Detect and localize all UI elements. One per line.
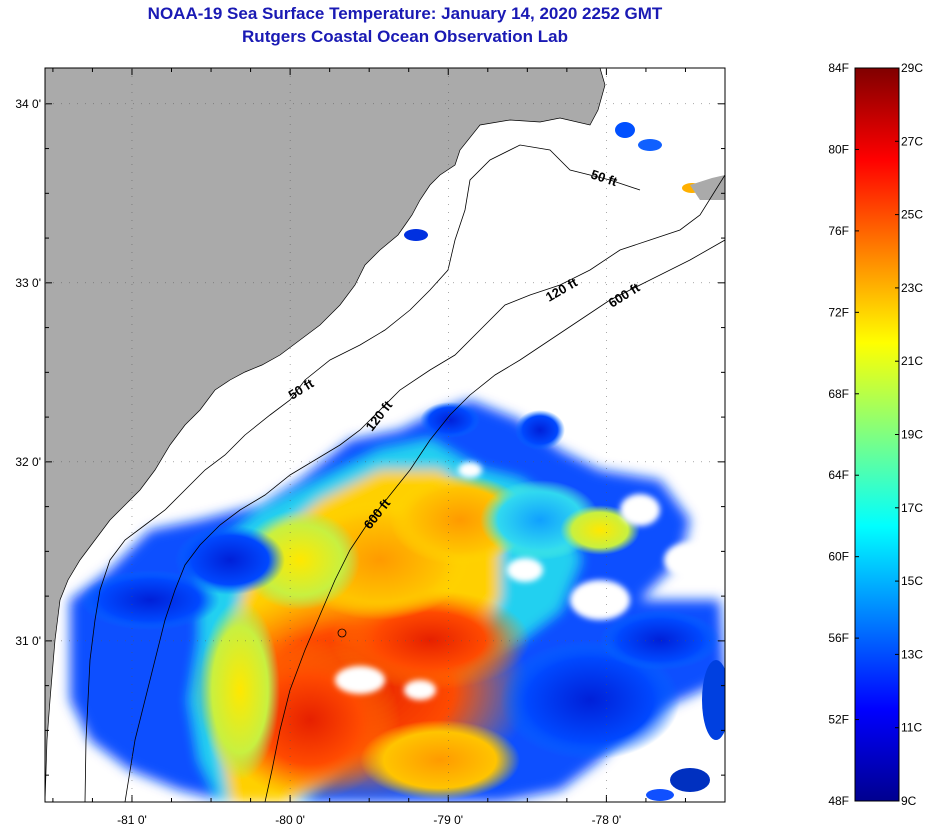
x-tick-label: -78 0' (592, 813, 622, 827)
y-tick-label: 33 0' (15, 276, 41, 290)
x-tick-label: -79 0' (433, 813, 463, 827)
colorbar-f-label: 48F (828, 794, 849, 808)
colorbar-f-label: 68F (828, 387, 849, 401)
map-frame (44, 67, 726, 803)
chart-subtitle: Rutgers Coastal Ocean Observation Lab (242, 27, 568, 46)
colorbar-f-label: 76F (828, 224, 849, 238)
colorbar-f-label: 60F (828, 550, 849, 564)
contour-600ft (264, 239, 725, 802)
contour-120ft (124, 174, 725, 802)
contour-50ft (84, 144, 641, 802)
colorbar-c-label: 29C (901, 61, 923, 75)
colorbar-c-label: 9C (901, 794, 917, 808)
y-tick-label: 31 0' (15, 634, 41, 648)
y-tick-label: 34 0' (15, 97, 41, 111)
land-area (45, 68, 605, 802)
colorbar-c-label: 19C (901, 428, 923, 442)
coastline (45, 68, 606, 802)
colorbar-c-label: 21C (901, 354, 923, 368)
colorbar-c-label: 13C (901, 647, 923, 661)
sst-data-field (70, 122, 725, 802)
colorbar-f-label: 80F (828, 142, 849, 156)
colorbar-c-label: 23C (901, 281, 923, 295)
bathymetry-contours (84, 144, 725, 802)
map-ticks: -81 0' -80 0' -79 0' -78 0' 34 0' 33 0' 32 0' 3… (15, 68, 726, 827)
colorbar-c-label: 17C (901, 501, 923, 515)
x-tick-label: -80 0' (275, 813, 305, 827)
colorbar-f-label: 52F (828, 713, 849, 727)
colorbar-f-label: 72F (828, 305, 849, 319)
marker-circle (337, 628, 347, 638)
colorbar-c-label: 25C (901, 208, 923, 222)
chart-title: NOAA-19 Sea Surface Temperature: January… (147, 4, 663, 23)
colorbar-f-label: 84F (828, 61, 849, 75)
colorbar-c-label: 27C (901, 134, 923, 148)
land-cape (690, 175, 725, 200)
colorbar-f-label: 64F (828, 468, 849, 482)
colorbar-c-label: 11C (901, 721, 922, 735)
colorbar-c-label: 15C (901, 574, 923, 588)
colorbar-labels: 84F 80F 76F 72F 68F 64F 60F 56F 52F 48F 29C 27C 25C 2… (828, 61, 923, 808)
colorbar-f-label: 56F (828, 631, 849, 645)
colorbar-gradient (854, 67, 900, 802)
y-tick-label: 32 0' (15, 455, 41, 469)
x-tick-label: -81 0' (117, 813, 147, 827)
